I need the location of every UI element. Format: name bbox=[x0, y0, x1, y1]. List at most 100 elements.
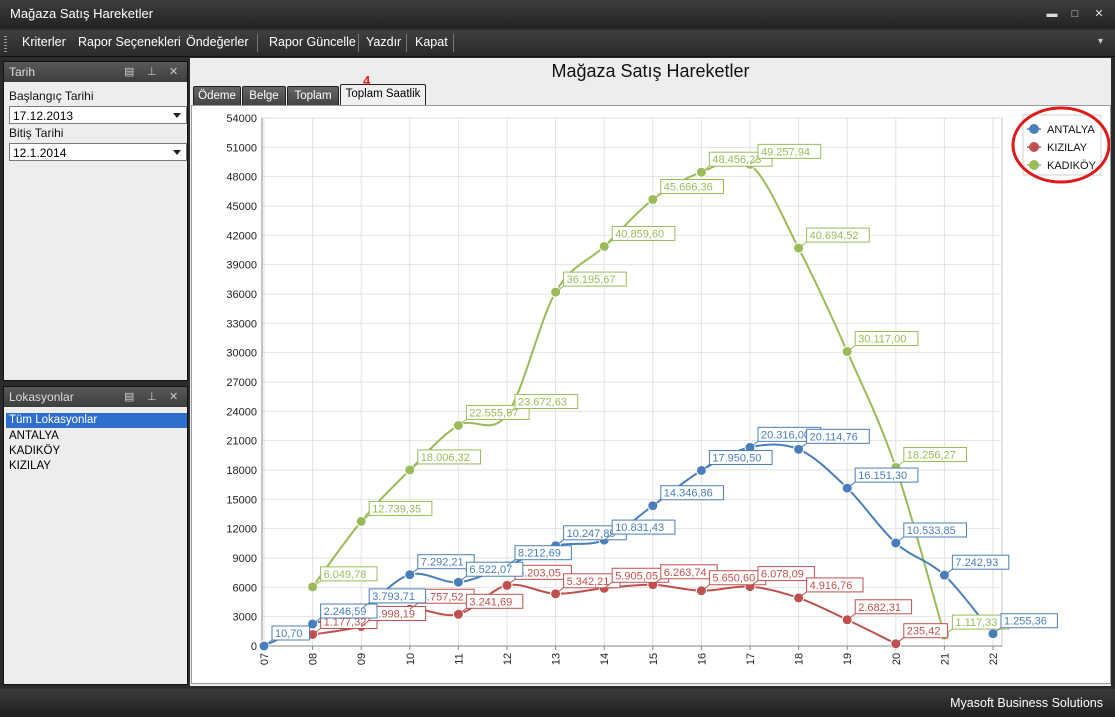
y-tick-label: 15000 bbox=[226, 494, 257, 506]
tab-toplam-saatlik[interactable]: Toplam Saatlik bbox=[340, 84, 426, 105]
start-date-field[interactable]: 17.12.2013 bbox=[9, 106, 187, 124]
data-label-box bbox=[320, 566, 378, 582]
data-label: 16.151,30 bbox=[846, 467, 919, 489]
legend-entry-antalya: ANTALYA bbox=[1047, 124, 1095, 136]
toolbar-grip[interactable] bbox=[4, 36, 7, 52]
status-text: Myasoft Business Solutions bbox=[950, 696, 1103, 710]
data-label-text: 40.859,60 bbox=[615, 228, 664, 240]
maximize-button[interactable]: □ bbox=[1071, 8, 1079, 20]
menu-kapat[interactable]: Kapat bbox=[415, 35, 448, 49]
location-item-selected[interactable]: Tüm Lokasyonlar bbox=[6, 413, 187, 428]
menu-rapor-secenekleri[interactable]: Rapor Seçenekleri bbox=[78, 35, 181, 49]
data-label: 2.246,59 bbox=[312, 603, 378, 625]
y-tick-label: 9000 bbox=[233, 553, 257, 565]
close-icon[interactable]: ✕ bbox=[169, 66, 179, 78]
data-label-box bbox=[708, 449, 773, 465]
data-label-leader bbox=[846, 345, 856, 352]
menu-ondegerler[interactable]: Öndeğerler bbox=[186, 35, 249, 49]
data-label-leader bbox=[798, 442, 807, 450]
x-tick-label: 20 bbox=[891, 653, 903, 665]
tab-toplam[interactable]: Toplam bbox=[287, 86, 339, 105]
dropdown-arrow-icon[interactable] bbox=[173, 150, 181, 155]
menu-rapor-guncelle[interactable]: Rapor Güncelle bbox=[269, 35, 356, 49]
data-label-text: 1.117,33 bbox=[955, 617, 997, 629]
end-date-field[interactable]: 12.1.2014 bbox=[9, 143, 187, 161]
y-tick-label: 18000 bbox=[226, 465, 257, 477]
data-label-text: 1.177,32 bbox=[324, 616, 367, 628]
pin-icon[interactable]: ⊥ bbox=[147, 391, 157, 403]
data-label: 3.793,71 bbox=[360, 588, 427, 610]
data-label-text: 16.151,30 bbox=[858, 470, 907, 482]
x-tick-label: 17 bbox=[745, 653, 757, 665]
data-label-text: 3.793,71 bbox=[372, 591, 415, 603]
y-tick-label: 51000 bbox=[226, 142, 257, 154]
data-label-leader bbox=[409, 602, 419, 610]
dock-icon[interactable]: ▤ bbox=[124, 391, 135, 403]
data-label: 7.242,93 bbox=[944, 554, 1010, 576]
pin-icon[interactable]: ⊥ bbox=[147, 66, 157, 78]
x-tick-label: 07 bbox=[259, 653, 271, 665]
data-label-leader bbox=[846, 613, 856, 621]
data-label-leader bbox=[263, 639, 273, 647]
title-bar: Mağaza Satış Hareketler ▬ □ ✕ bbox=[0, 0, 1115, 28]
data-label-text: 10,70 bbox=[275, 628, 303, 640]
data-label-text: 6.522,07 bbox=[469, 564, 512, 576]
data-label-text: 6.078,09 bbox=[761, 569, 804, 581]
dropdown-arrow-icon[interactable] bbox=[173, 113, 181, 118]
data-label-text: 5.650,60 bbox=[712, 573, 755, 585]
y-tick-label: 42000 bbox=[226, 230, 257, 242]
location-item-antalya[interactable]: ANTALYA bbox=[9, 430, 59, 442]
chart-container: 0 3000 6000 9000 12000 15000 18000 21000 24000 27… bbox=[191, 105, 1111, 684]
location-item-kadikoy[interactable]: KADIKÖY bbox=[9, 445, 61, 457]
legend-highlight-circle bbox=[1011, 106, 1111, 184]
data-point bbox=[355, 515, 367, 527]
data-label: 6.078,09 bbox=[749, 566, 815, 587]
data-label-box bbox=[368, 588, 427, 604]
data-label: 235,42 bbox=[895, 623, 949, 645]
location-item-label: Tüm Lokasyonlar bbox=[9, 414, 98, 426]
toolbar-options-icon[interactable]: ▾ bbox=[1098, 36, 1104, 47]
data-label-leader bbox=[846, 481, 856, 489]
dock-icon[interactable]: ▤ bbox=[124, 66, 135, 78]
menu-yazdir[interactable]: Yazdır bbox=[366, 35, 402, 49]
data-label-text: 49.257,94 bbox=[761, 146, 810, 158]
data-label-leader bbox=[895, 637, 905, 645]
legend-swatch-marker bbox=[1029, 142, 1039, 152]
close-icon[interactable]: ✕ bbox=[169, 391, 179, 403]
data-label-text: 14.346,86 bbox=[664, 488, 713, 500]
tab-belge[interactable]: Belge bbox=[242, 86, 286, 105]
data-label-leader bbox=[458, 575, 467, 583]
toolbar-separator bbox=[453, 34, 454, 52]
y-tick-label: 54000 bbox=[226, 113, 257, 125]
data-label: 5.650,60 bbox=[701, 570, 767, 592]
location-panel-title: Lokasyonlar bbox=[9, 390, 74, 404]
x-tick-label: 09 bbox=[356, 653, 368, 665]
minimize-button[interactable]: ▬ bbox=[1046, 8, 1058, 20]
data-label: 4.916,76 bbox=[798, 577, 864, 599]
data-label-box bbox=[903, 446, 967, 462]
data-label-leader bbox=[555, 587, 564, 595]
data-label-text: 18.256,27 bbox=[907, 449, 956, 461]
data-label-box bbox=[903, 623, 949, 639]
data-label-leader bbox=[701, 464, 710, 471]
menu-kriterler[interactable]: Kriterler bbox=[22, 35, 66, 49]
y-tick-label: 3000 bbox=[233, 612, 257, 624]
close-button[interactable]: ✕ bbox=[1094, 8, 1104, 20]
data-label-box bbox=[806, 227, 870, 243]
data-label-leader bbox=[895, 461, 905, 468]
data-label-text: 17.950,50 bbox=[712, 452, 761, 464]
data-label: 6.049,78 bbox=[312, 566, 378, 588]
data-label-text: 7.292,21 bbox=[421, 557, 464, 569]
x-tick-label: 08 bbox=[308, 653, 320, 665]
data-label-leader bbox=[458, 419, 467, 426]
data-label-leader bbox=[749, 580, 759, 587]
data-label-leader bbox=[652, 499, 662, 507]
location-item-kizilay[interactable]: KIZILAY bbox=[9, 460, 51, 472]
data-label-text: 10.247,89 bbox=[567, 528, 616, 540]
data-label: 10,70 bbox=[263, 625, 310, 647]
data-label: 18.256,27 bbox=[895, 446, 967, 468]
end-date-label: Bitiş Tarihi bbox=[9, 126, 64, 140]
tab-odeme[interactable]: Ödeme bbox=[193, 86, 241, 105]
data-label-leader bbox=[409, 568, 419, 576]
data-label-leader bbox=[652, 578, 662, 586]
